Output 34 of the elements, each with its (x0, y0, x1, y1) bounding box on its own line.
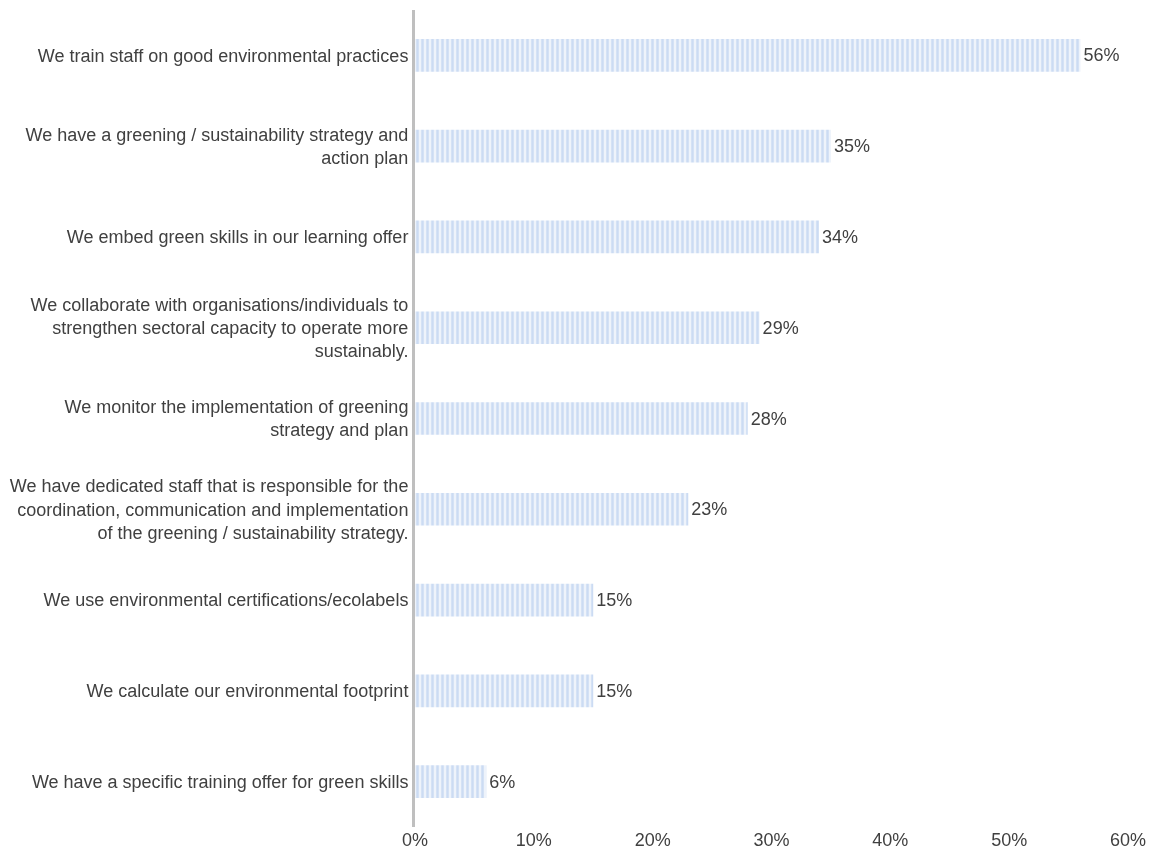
y-tick-label: We monitor the implementation of greening strategy and plan (64, 397, 409, 441)
y-tick-label: We have dedicated staff that is responsible for the coordination, communication and implementation of the greening / sustainability strategy. (9, 476, 409, 543)
bar (415, 220, 820, 254)
x-tick-label: 60% (1109, 830, 1147, 850)
bar (415, 402, 748, 435)
data-label: 35% (833, 136, 870, 157)
data-label: 15% (596, 680, 633, 701)
bar (415, 39, 1081, 72)
y-tick-label: We train staff on good environmental practices (37, 45, 409, 66)
bar (415, 583, 594, 617)
bar (415, 311, 760, 345)
bar (415, 129, 831, 163)
y-tick-label: We have a specific training offer for green skills (31, 771, 409, 792)
bar (415, 492, 689, 526)
x-tick-label: 20% (634, 830, 671, 850)
x-tick-label: 40% (872, 830, 909, 850)
data-label: 29% (762, 317, 799, 338)
x-tick-label: 30% (753, 830, 790, 850)
data-label: 6% (489, 771, 516, 792)
bar (415, 674, 594, 708)
y-tick-label: We calculate our environmental footprint (86, 681, 409, 702)
y-tick-label: We use environmental certifications/ecolabels (43, 590, 409, 611)
x-tick-label: 50% (991, 830, 1028, 850)
data-label: 56% (1083, 45, 1120, 66)
x-tick-label: 0% (401, 830, 429, 850)
y-tick-label: We have a greening / sustainability strategy and action plan (25, 124, 409, 169)
y-tick-label: We embed green skills in our learning offer (66, 227, 409, 248)
bar (415, 765, 487, 798)
data-label: 28% (750, 408, 787, 429)
y-tick-label: We collaborate with organisations/individuals to strengthen sectoral capacity to operate more sustainably. (30, 294, 409, 362)
x-tick-label: 10% (515, 830, 552, 850)
data-label: 23% (691, 499, 728, 520)
data-label: 34% (822, 226, 859, 247)
data-label: 15% (596, 590, 633, 611)
